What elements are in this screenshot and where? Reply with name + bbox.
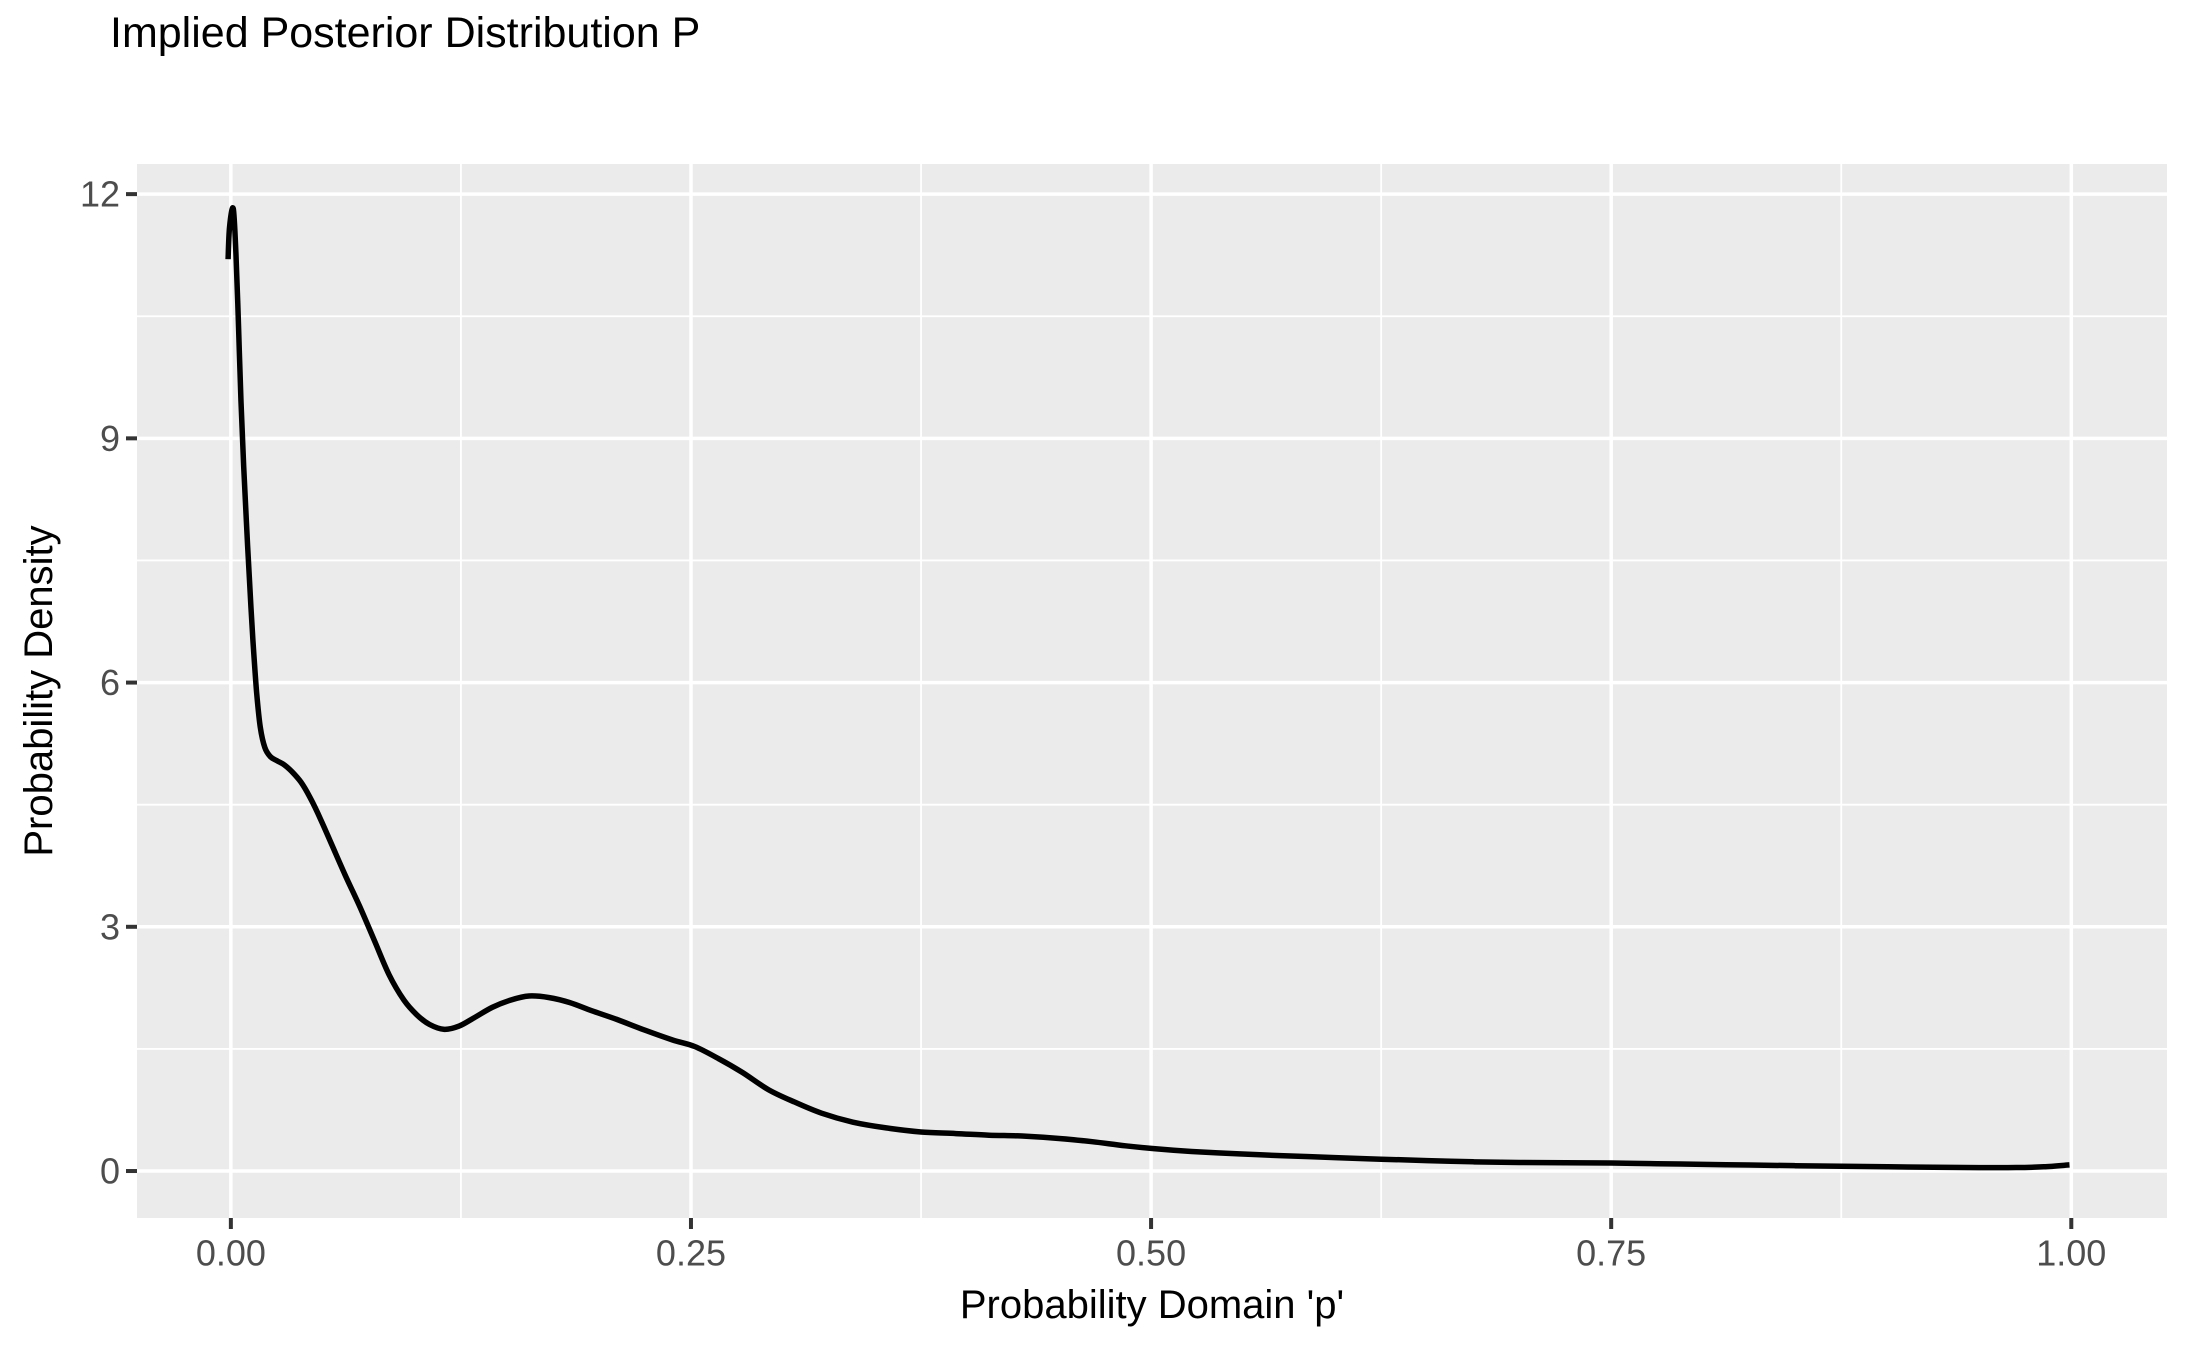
x-tick-label: 1.00 <box>2036 1233 2106 1274</box>
x-tick-label: 0.25 <box>656 1233 726 1274</box>
x-axis-title: Probability Domain 'p' <box>960 1283 1344 1327</box>
series-layer <box>225 205 2070 1171</box>
y-tick-label: 3 <box>100 906 120 947</box>
tick-label-layer: 0.00 0.25 0.50 0.75 1.00 0 3 6 9 12 <box>80 174 2106 1274</box>
y-tick-label: 9 <box>100 418 120 459</box>
plot-title: Implied Posterior Distribution P <box>110 9 700 57</box>
y-tick-label: 12 <box>80 174 120 215</box>
y-tick-label: 6 <box>100 662 120 703</box>
x-tick-label: 0.75 <box>1576 1233 1646 1274</box>
x-tick-label: 0.50 <box>1116 1233 1186 1274</box>
y-axis-title: Probability Density <box>17 525 61 856</box>
y-tick-label: 0 <box>100 1151 120 1192</box>
tick-layer <box>126 192 2074 1229</box>
x-tick-label: 0.00 <box>196 1233 266 1274</box>
density-curve <box>225 205 2070 1171</box>
chart-layers: 0.00 0.25 0.50 0.75 1.00 0 3 6 9 12 <box>80 164 2167 1274</box>
